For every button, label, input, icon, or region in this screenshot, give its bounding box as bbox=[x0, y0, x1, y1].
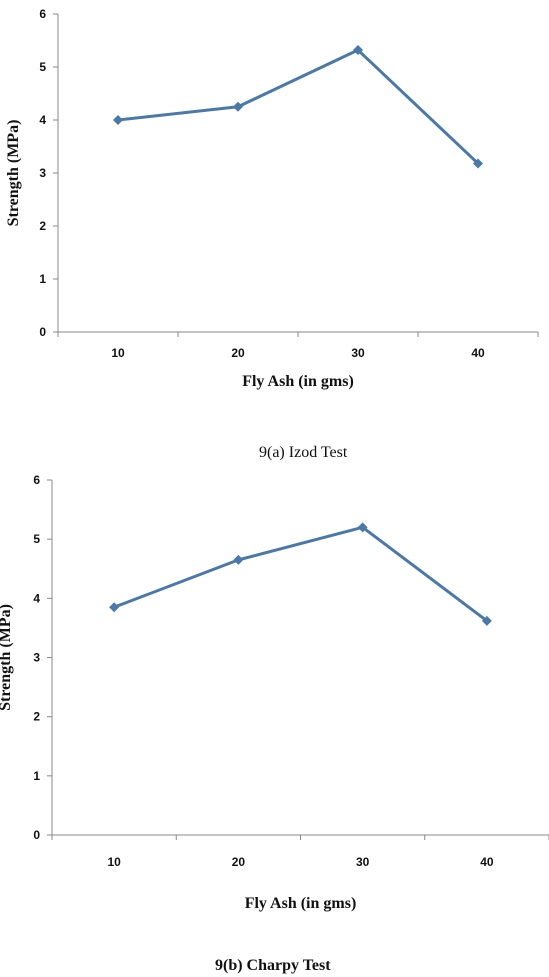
data-point-marker bbox=[481, 615, 492, 626]
chart-caption-izod: 9(a) Izod Test bbox=[259, 444, 348, 461]
y-tick-label: 0 bbox=[33, 828, 40, 842]
y-tick-label: 4 bbox=[39, 113, 46, 127]
data-point-marker bbox=[473, 158, 483, 169]
y-tick-label: 6 bbox=[39, 7, 46, 21]
x-tick-label: 40 bbox=[480, 855, 494, 869]
x-tick-label: 30 bbox=[351, 346, 365, 360]
x-axis-title: Fly Ash (in gms) bbox=[245, 895, 357, 912]
x-tick-label: 40 bbox=[471, 346, 485, 360]
data-point-marker bbox=[233, 554, 244, 565]
y-tick-label: 6 bbox=[33, 473, 40, 487]
chart-caption-charpy: 9(b) Charpy Test bbox=[215, 957, 331, 974]
y-tick-label: 3 bbox=[33, 651, 40, 665]
x-axis-title: Fly Ash (in gms) bbox=[242, 373, 354, 390]
y-tick-label: 2 bbox=[33, 710, 40, 724]
izod-chart: 0 1 2 3 4 5 6 10 20 30 40 Fly Ash (in gms) Strength … bbox=[5, 7, 539, 390]
y-axis-title: Strength (MPa) bbox=[0, 604, 14, 711]
data-point-marker bbox=[353, 45, 363, 56]
y-tick-label: 0 bbox=[39, 325, 46, 339]
y-tick-label: 5 bbox=[33, 532, 40, 546]
x-tick-label: 20 bbox=[232, 855, 246, 869]
y-tick-label: 2 bbox=[39, 219, 46, 233]
x-tick-label: 20 bbox=[231, 346, 245, 360]
x-tick-label: 10 bbox=[111, 346, 125, 360]
x-tick-label: 30 bbox=[356, 855, 370, 869]
y-tick-label: 4 bbox=[33, 591, 40, 605]
series-line bbox=[113, 525, 488, 623]
data-point-marker bbox=[109, 602, 120, 613]
charpy-chart: 0 1 2 3 4 5 6 10 20 30 40 Fly Ash (in gms) Strength … bbox=[0, 473, 549, 912]
y-tick-label: 1 bbox=[33, 769, 40, 783]
data-point-marker bbox=[113, 115, 123, 125]
x-tick-label: 10 bbox=[107, 855, 121, 869]
y-axis-title: Strength (MPa) bbox=[5, 120, 22, 227]
y-tick-label: 1 bbox=[39, 272, 46, 286]
y-tick-label: 3 bbox=[39, 166, 46, 180]
data-point-marker bbox=[233, 101, 243, 112]
series-line bbox=[117, 48, 480, 165]
y-tick-label: 5 bbox=[39, 60, 46, 74]
data-point-marker bbox=[357, 522, 368, 533]
